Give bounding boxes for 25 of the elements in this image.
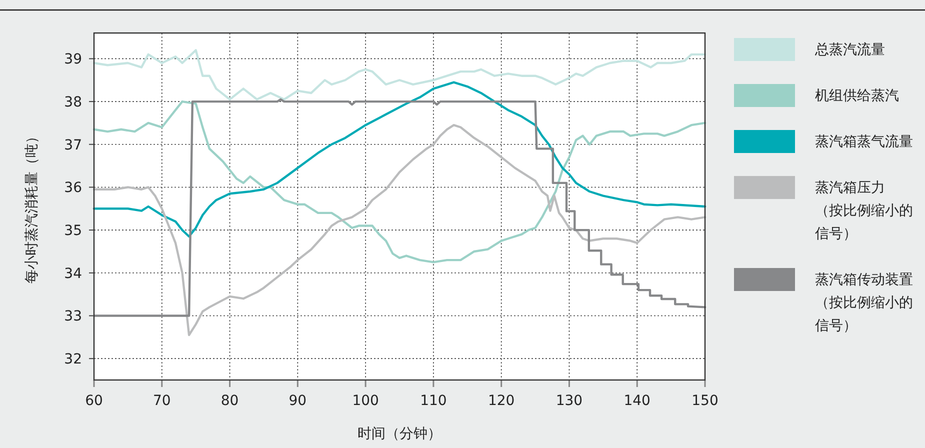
y-tick-label: 35 — [64, 223, 82, 240]
x-tick-label: 60 — [85, 393, 103, 409]
legend-label: 蒸汽箱压力（按比例缩小的信号） — [815, 180, 913, 242]
legend-label: 蒸汽箱蒸气流量 — [815, 134, 913, 150]
x-tick-label: 90 — [288, 393, 307, 409]
y-tick-label: 39 — [64, 52, 82, 68]
y-tick-label: 34 — [64, 266, 82, 282]
legend-label: 总蒸汽流量 — [814, 42, 885, 58]
x-tick-label: 70 — [152, 393, 171, 409]
y-tick-label: 37 — [64, 137, 82, 154]
y-axis-title: 每小时蒸汽消耗量（吨） — [24, 130, 40, 284]
x-tick-label: 110 — [420, 393, 447, 409]
y-tick-label: 32 — [64, 352, 82, 368]
x-tick-label: 130 — [556, 393, 583, 409]
x-tick-label: 80 — [220, 393, 239, 409]
y-tick-label: 33 — [64, 308, 82, 325]
x-tick-label: 120 — [488, 393, 515, 409]
y-tick-label: 36 — [64, 180, 82, 196]
x-axis-title: 时间（分钟） — [358, 426, 442, 442]
x-tick-label: 150 — [692, 393, 718, 409]
legend-label: 机组供给蒸汽 — [815, 88, 899, 104]
legend-label: 蒸汽箱传动装置（按比例缩小的信号） — [815, 272, 913, 334]
y-tick-label: 38 — [64, 94, 82, 111]
x-tick-label: 100 — [352, 393, 379, 409]
x-tick-label: 140 — [624, 393, 650, 409]
